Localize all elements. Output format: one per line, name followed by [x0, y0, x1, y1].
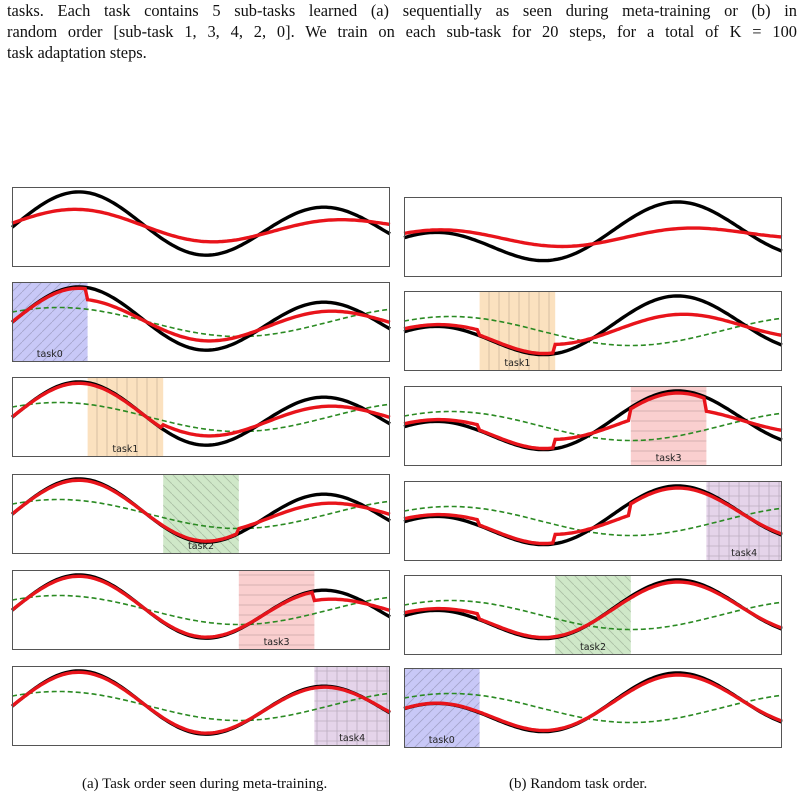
plot-frame: [12, 474, 390, 554]
a-panel-3: task2: [10, 474, 391, 554]
prediction-curve: [403, 226, 783, 249]
prior-curve: [403, 410, 783, 442]
plot-frame: [404, 386, 782, 466]
prior-curve: [11, 690, 391, 722]
ground-truth-curve: [10, 190, 391, 257]
prior-curve: [403, 505, 783, 537]
a-plot-5: task4: [10, 666, 391, 746]
a-plot-0: [10, 187, 391, 267]
a-plot-1: task0: [10, 282, 391, 362]
prediction-curve: [10, 670, 391, 735]
prediction-curve: [403, 312, 783, 356]
plot-frame: [12, 377, 390, 457]
task-label: task2: [188, 541, 214, 552]
b-plot-5: task0: [403, 668, 783, 748]
plot-frame: [404, 668, 782, 748]
b-panel-3: task4: [403, 481, 783, 561]
a-plot-4: task3: [10, 570, 391, 650]
prior-curve: [11, 498, 391, 530]
task-label: task2: [580, 642, 606, 653]
caption-a: (a) Task order seen during meta-training…: [82, 776, 328, 792]
task-label: task1: [112, 444, 138, 455]
a-panel-1: task0: [10, 282, 391, 362]
prediction-curve: [10, 381, 391, 438]
b-panel-2: task3: [403, 386, 783, 466]
prior-curve: [403, 599, 783, 631]
task-label: task0: [37, 349, 63, 360]
caption-b: (b) Random task order.: [509, 776, 648, 792]
prediction-curve: [403, 673, 783, 733]
paragraph-line-2: random order [sub-task 1, 3, 4, 2, 0]. W…: [7, 21, 797, 42]
plot-frame: [12, 570, 390, 650]
task-label: task0: [429, 735, 455, 746]
prior-curve: [11, 306, 391, 338]
prediction-curve: [403, 486, 783, 546]
paragraph-line-1: tasks. Each task contains 5 sub-tasks le…: [7, 1, 797, 20]
task-label: task3: [264, 637, 290, 648]
plot-frame: [404, 291, 782, 371]
prior-curve: [11, 594, 391, 626]
b-panel-5: task0: [403, 668, 783, 748]
prediction-curve: [10, 478, 391, 543]
a-panel-0: [10, 187, 391, 267]
plot-frame: [404, 197, 782, 277]
ground-truth-curve: [10, 573, 391, 640]
plot-frame: [404, 575, 782, 655]
task-label: task1: [504, 358, 530, 369]
a-plot-2: task1: [10, 377, 391, 457]
plot-frame: [12, 666, 390, 746]
task-label: task4: [731, 548, 757, 559]
a-panel-4: task3: [10, 570, 391, 650]
plot-frame: [404, 481, 782, 561]
prediction-curve: [11, 207, 391, 244]
plot-frame: [12, 187, 390, 267]
b-plot-3: task4: [403, 481, 783, 561]
b-plot-4: task2: [403, 575, 783, 655]
b-panel-4: task2: [403, 575, 783, 655]
a-plot-3: task2: [10, 474, 391, 554]
b-panel-0: [403, 197, 783, 277]
prediction-curve: [10, 574, 391, 639]
prior-curve: [403, 692, 783, 724]
task-label: task3: [656, 453, 682, 464]
b-plot-2: task3: [403, 386, 783, 466]
b-plot-1: task1: [403, 291, 783, 371]
paragraph-line-2-text: random order [sub-task 1, 3, 4, 2, 0]. W…: [7, 22, 797, 41]
prediction-curve: [403, 580, 783, 640]
a-panel-5: task4: [10, 666, 391, 746]
a-panel-2: task1: [10, 377, 391, 457]
prior-curve: [403, 315, 783, 347]
task-label: task4: [339, 733, 365, 744]
plot-frame: [12, 282, 390, 362]
b-panel-1: task1: [403, 291, 783, 371]
paragraph-line-3: task adaptation steps.: [7, 43, 147, 62]
b-plot-0: [403, 197, 783, 277]
prediction-curve: [10, 286, 391, 343]
prediction-curve: [403, 391, 783, 451]
paragraph: tasks. Each task contains 5 sub-tasks le…: [7, 0, 797, 63]
prior-curve: [11, 401, 391, 433]
